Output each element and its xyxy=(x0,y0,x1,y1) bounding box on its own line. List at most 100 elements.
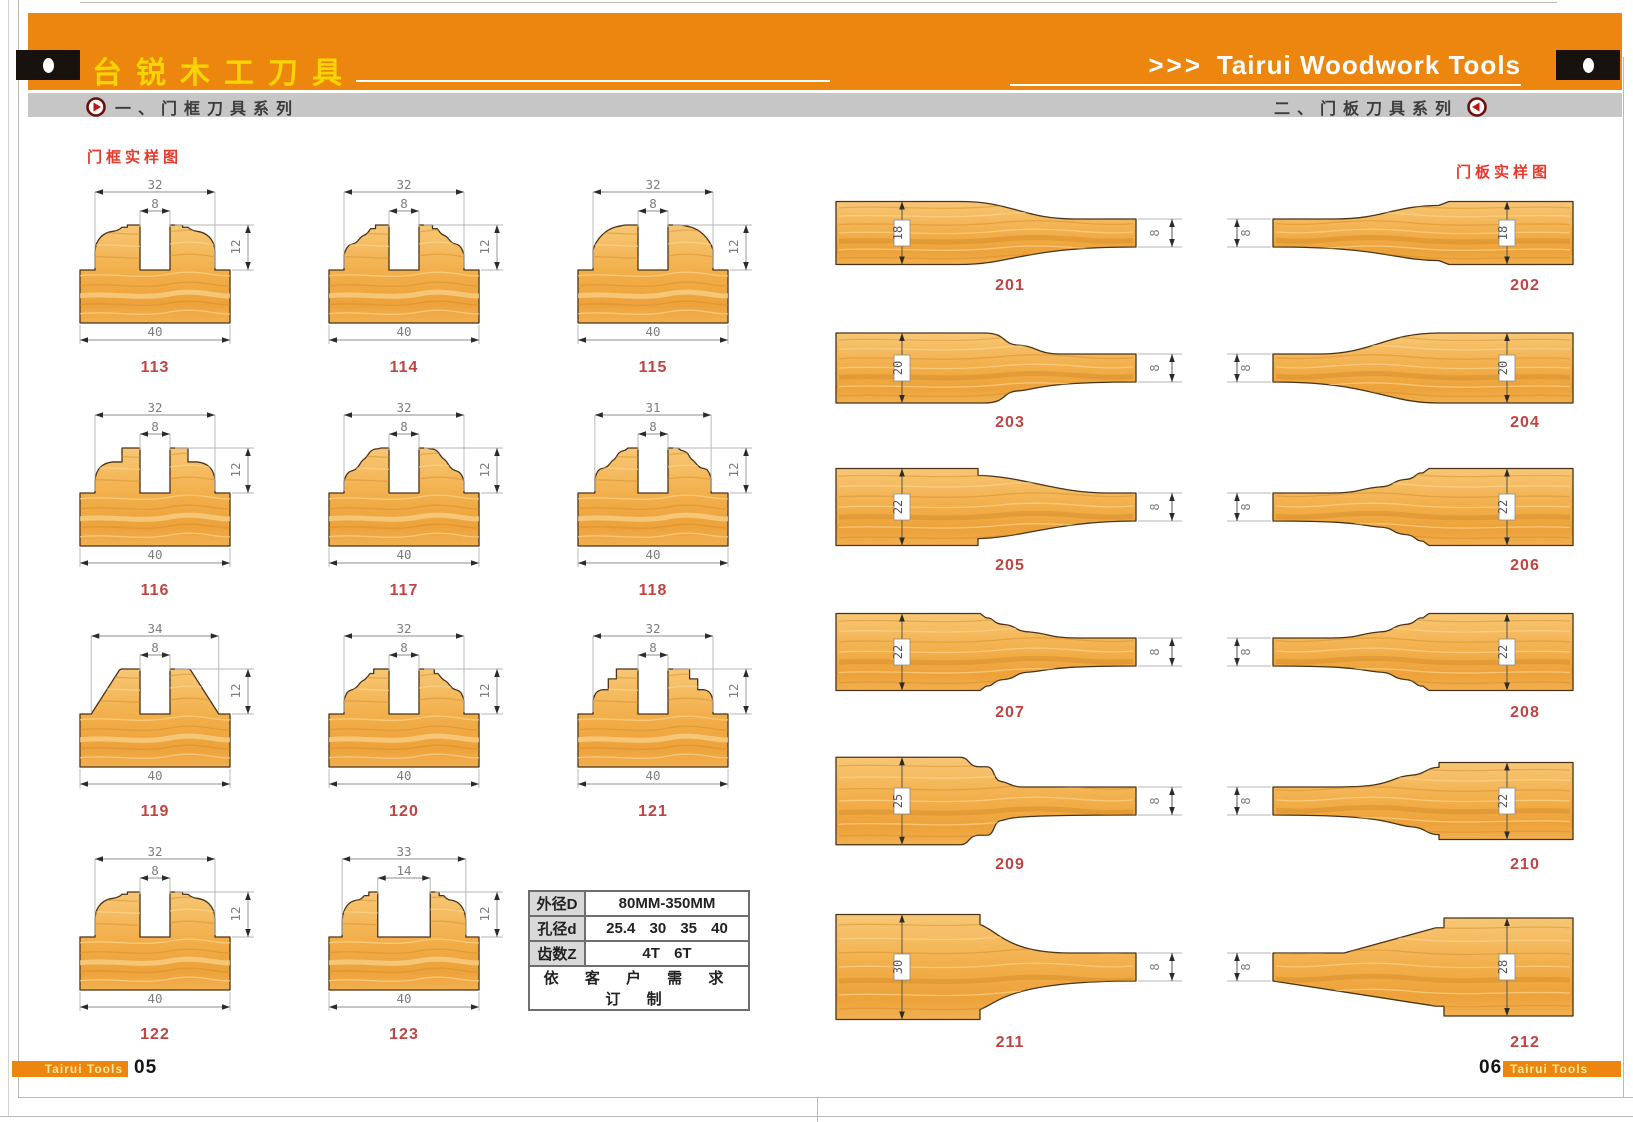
profile-number-label: 116 xyxy=(140,582,170,599)
brand-title-english-text: Tairui Woodwork Tools xyxy=(1216,50,1521,80)
profile-number-label: 201 xyxy=(995,277,1025,294)
panel-profile-item-209: 25 8 209 xyxy=(830,736,1190,896)
header-band xyxy=(28,13,1622,90)
page-edge-line xyxy=(18,0,19,1097)
title-underline xyxy=(356,80,830,82)
frame-profile-drawing-122: 32 8 12 40 xyxy=(79,844,254,1011)
white-dot-icon xyxy=(1582,57,1594,73)
profile-number-label: 206 xyxy=(1510,557,1540,574)
spec-table: 外径D 80MM-350MM 孔径d 25.4 30 35 40 齿数Z 4T … xyxy=(528,890,750,1011)
page-edge-line xyxy=(1623,57,1624,1097)
panel-profile-item-212: 28 8 212 xyxy=(1219,902,1579,1062)
svg-text:8: 8 xyxy=(1239,503,1253,510)
svg-text:8: 8 xyxy=(649,419,657,434)
page-edge-line xyxy=(0,1116,1633,1117)
section-bar xyxy=(28,93,1622,117)
svg-text:8: 8 xyxy=(1239,364,1253,371)
panel-series-caption: 门板实样图 xyxy=(1456,164,1552,181)
page-edge-line xyxy=(18,1097,1633,1098)
panel-profile-drawing-210: 22 8 xyxy=(1227,761,1574,841)
frame-profile-drawing-115: 32 8 12 40 xyxy=(577,177,752,344)
svg-text:40: 40 xyxy=(645,547,660,562)
svg-text:40: 40 xyxy=(645,768,660,783)
svg-text:12: 12 xyxy=(477,683,492,698)
svg-text:20: 20 xyxy=(1496,361,1510,375)
panel-profile-drawing-201: 18 8 xyxy=(835,200,1182,266)
panel-profile-drawing-207: 22 8 xyxy=(835,612,1182,692)
profile-number-label: 210 xyxy=(1510,856,1540,873)
frame-profile-drawing-123: 33 14 12 40 xyxy=(328,844,503,1011)
panel-profile-drawing-208: 22 8 xyxy=(1227,612,1574,692)
footer-right-brand-bar: Tairui Tools xyxy=(1503,1061,1621,1077)
svg-text:40: 40 xyxy=(147,768,162,783)
frame-profile-drawing-118: 31 8 12 40 xyxy=(577,400,752,567)
svg-text:40: 40 xyxy=(147,547,162,562)
spec-value: 80MM-350MM xyxy=(584,890,750,917)
svg-text:32: 32 xyxy=(147,400,162,415)
svg-text:12: 12 xyxy=(726,239,741,254)
panel-profile-item-208: 22 8 208 xyxy=(1219,587,1579,747)
panel-profile-item-205: 22 8 205 xyxy=(830,442,1190,602)
profile-number-label: 120 xyxy=(389,803,419,820)
page-edge-line xyxy=(8,0,9,1116)
header-right-black-tab xyxy=(1556,50,1620,80)
svg-text:31: 31 xyxy=(645,400,660,415)
svg-text:25: 25 xyxy=(891,794,905,808)
brand-title-english: >>> Tairui Woodwork Tools xyxy=(1148,50,1521,81)
panel-profile-item-206: 22 8 206 xyxy=(1219,442,1579,602)
panel-profile-drawing-204: 20 8 xyxy=(1227,332,1574,404)
svg-text:18: 18 xyxy=(1496,226,1510,240)
profile-number-label: 117 xyxy=(389,582,419,599)
panel-profile-item-211: 30 8 211 xyxy=(830,902,1190,1062)
svg-text:40: 40 xyxy=(147,991,162,1006)
profile-number-label: 204 xyxy=(1510,414,1540,431)
svg-text:8: 8 xyxy=(1239,963,1253,970)
panel-profile-drawing-202: 18 8 xyxy=(1227,200,1574,266)
frame-series-caption: 门框实样图 xyxy=(87,149,183,166)
svg-text:8: 8 xyxy=(151,640,159,655)
profile-number-label: 123 xyxy=(389,1026,419,1043)
panel-profile-item-210: 22 8 210 xyxy=(1219,736,1579,896)
profile-number-label: 118 xyxy=(638,582,668,599)
spec-label: 孔径d xyxy=(528,915,586,942)
svg-text:12: 12 xyxy=(726,462,741,477)
frame-profile-item-117: 32 8 12 40 117 xyxy=(319,397,554,609)
svg-text:8: 8 xyxy=(1148,963,1162,970)
title-underline-right xyxy=(1010,84,1521,86)
svg-text:12: 12 xyxy=(228,462,243,477)
svg-text:32: 32 xyxy=(147,177,162,192)
profile-number-label: 122 xyxy=(140,1026,170,1043)
frame-profile-drawing-120: 32 8 12 40 xyxy=(328,621,503,788)
svg-text:22: 22 xyxy=(1496,500,1510,514)
profile-number-label: 205 xyxy=(995,557,1025,574)
profile-number-label: 113 xyxy=(140,359,170,376)
section-title-right-label: 二、门板刀具系列 xyxy=(1273,101,1458,118)
footer-right-page-number: 06 xyxy=(1479,1057,1503,1078)
spec-row-teeth: 齿数Z 4T 6T xyxy=(528,940,750,967)
svg-text:8: 8 xyxy=(151,419,159,434)
svg-text:12: 12 xyxy=(477,462,492,477)
spec-label: 外径D xyxy=(528,890,586,917)
svg-text:40: 40 xyxy=(396,768,411,783)
triple-arrow-icon: >>> xyxy=(1148,50,1203,80)
svg-text:8: 8 xyxy=(1239,797,1253,804)
panel-profile-item-202: 18 8 202 xyxy=(1219,168,1579,328)
frame-profile-item-113: 32 8 12 40 113 xyxy=(70,174,305,386)
svg-text:18: 18 xyxy=(891,226,905,240)
panel-profile-drawing-209: 25 8 xyxy=(835,756,1182,846)
svg-text:33: 33 xyxy=(396,844,411,859)
svg-text:8: 8 xyxy=(1239,229,1253,236)
panel-profile-item-201: 18 8 201 xyxy=(830,168,1190,328)
header-left-black-tab xyxy=(16,50,80,80)
svg-text:8: 8 xyxy=(1148,503,1162,510)
frame-profile-item-122: 32 8 12 40 122 xyxy=(70,841,305,1053)
panel-profile-drawing-203: 20 8 xyxy=(835,332,1182,404)
brand-title-chinese: 台锐木工刀具 xyxy=(92,57,356,90)
frame-profile-item-121: 32 8 12 40 121 xyxy=(568,618,803,830)
profile-number-label: 209 xyxy=(995,856,1025,873)
spec-value: 25.4 30 35 40 xyxy=(584,915,750,942)
svg-text:12: 12 xyxy=(477,239,492,254)
